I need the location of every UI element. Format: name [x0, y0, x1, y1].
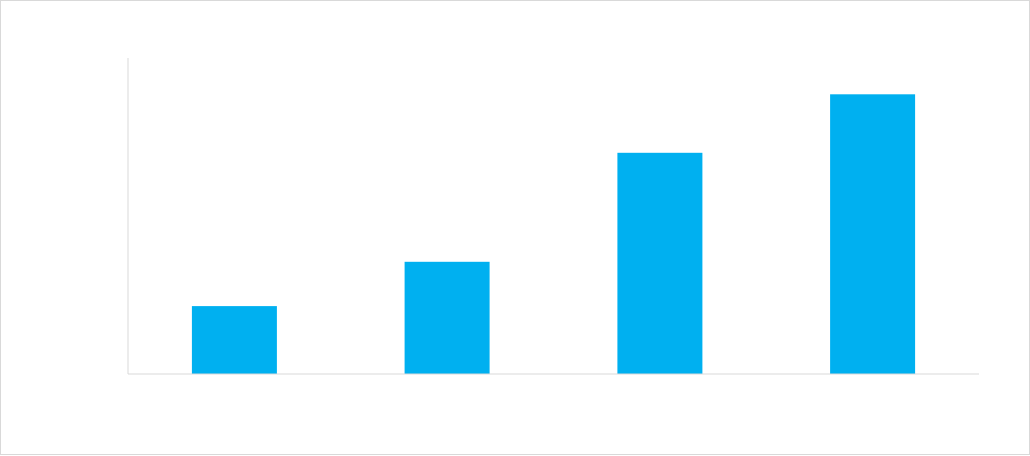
bar-4 — [830, 94, 916, 375]
bar-2 — [404, 261, 490, 374]
bars-group — [191, 94, 916, 375]
bar-3 — [617, 152, 703, 374]
bar-1 — [191, 306, 277, 374]
